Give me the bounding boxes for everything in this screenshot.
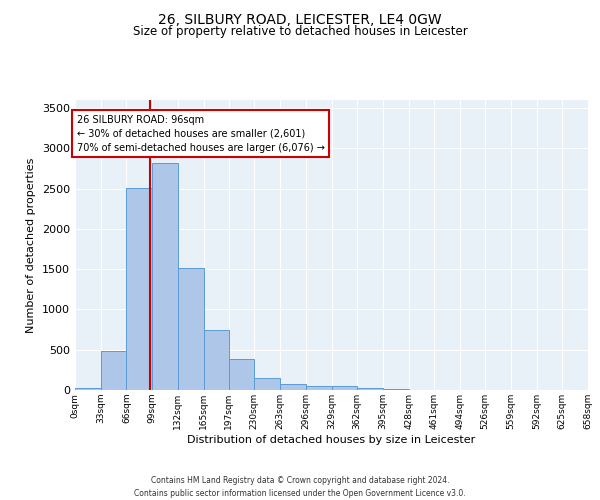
Bar [280, 384, 306, 390]
X-axis label: Distribution of detached houses by size in Leicester: Distribution of detached houses by size … [187, 434, 476, 444]
Bar [357, 388, 383, 390]
Bar [229, 358, 254, 390]
Text: 26, SILBURY ROAD, LEICESTER, LE4 0GW: 26, SILBURY ROAD, LEICESTER, LE4 0GW [158, 12, 442, 26]
Text: Contains HM Land Registry data © Crown copyright and database right 2024.
Contai: Contains HM Land Registry data © Crown c… [134, 476, 466, 498]
Bar [306, 386, 331, 390]
Bar [203, 330, 229, 390]
Bar [254, 378, 280, 390]
Bar [75, 388, 101, 390]
Bar [152, 163, 178, 390]
Bar [331, 386, 357, 390]
Bar [101, 352, 127, 390]
Bar [178, 268, 203, 390]
Text: Size of property relative to detached houses in Leicester: Size of property relative to detached ho… [133, 25, 467, 38]
Text: 26 SILBURY ROAD: 96sqm
← 30% of detached houses are smaller (2,601)
70% of semi-: 26 SILBURY ROAD: 96sqm ← 30% of detached… [77, 114, 325, 152]
Bar [383, 389, 409, 390]
Bar [127, 188, 152, 390]
Y-axis label: Number of detached properties: Number of detached properties [26, 158, 37, 332]
